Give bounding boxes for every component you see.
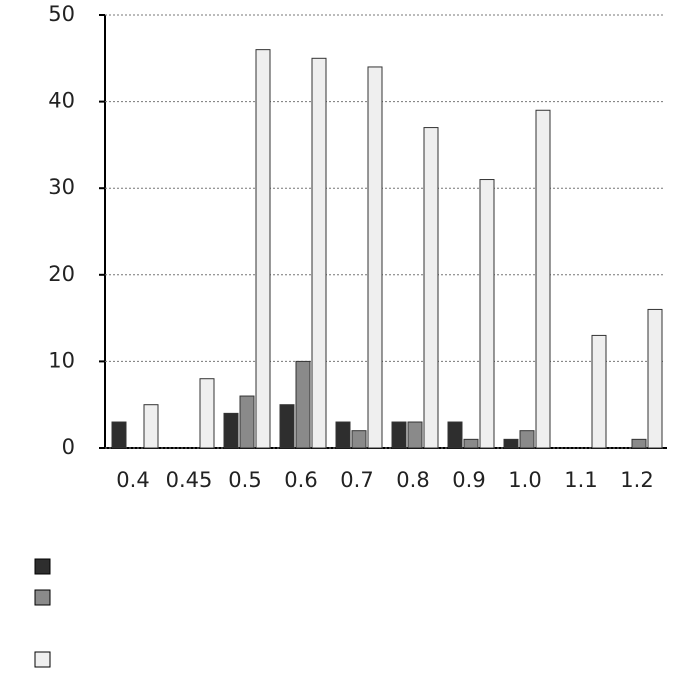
- bar: [255, 49, 271, 449]
- bar: [223, 412, 239, 449]
- y-tick-label: 20: [48, 262, 75, 286]
- y-tick-label: 40: [48, 89, 75, 113]
- bar: [631, 438, 647, 449]
- bar: [647, 308, 663, 449]
- x-tick-label: 0.4: [116, 468, 149, 492]
- bar: [295, 360, 311, 449]
- x-tick-label: 0.5: [228, 468, 261, 492]
- y-tick-label: 0: [62, 435, 75, 459]
- bar: [335, 421, 351, 449]
- legend-swatch: [34, 558, 51, 575]
- legend-swatch: [34, 589, 51, 606]
- bar: [311, 57, 327, 449]
- bar: [407, 421, 423, 449]
- x-tick-label: 1.2: [620, 468, 653, 492]
- bar: [591, 334, 607, 449]
- bar: [351, 430, 367, 449]
- bar: [143, 404, 159, 449]
- x-tick-label: 0.45: [166, 468, 213, 492]
- bar: [423, 127, 439, 449]
- y-tick-label: 10: [48, 348, 75, 372]
- bar: [239, 395, 255, 449]
- bar: [463, 438, 479, 449]
- bar: [447, 421, 463, 449]
- legend-swatch: [34, 651, 51, 668]
- y-tick-label: 50: [48, 2, 75, 26]
- x-tick-label: 0.9: [452, 468, 485, 492]
- bar: [519, 430, 535, 449]
- x-tick-label: 0.8: [396, 468, 429, 492]
- bar: [199, 378, 215, 449]
- bar: [279, 404, 295, 449]
- x-tick-label: 0.7: [340, 468, 373, 492]
- bar: [391, 421, 407, 449]
- bar: [535, 109, 551, 449]
- bar: [111, 421, 127, 449]
- bar: [503, 438, 519, 449]
- bar: [367, 66, 383, 449]
- bar: [479, 179, 495, 449]
- x-tick-label: 1.1: [564, 468, 597, 492]
- x-tick-label: 1.0: [508, 468, 541, 492]
- y-tick-label: 30: [48, 175, 75, 199]
- x-tick-label: 0.6: [284, 468, 317, 492]
